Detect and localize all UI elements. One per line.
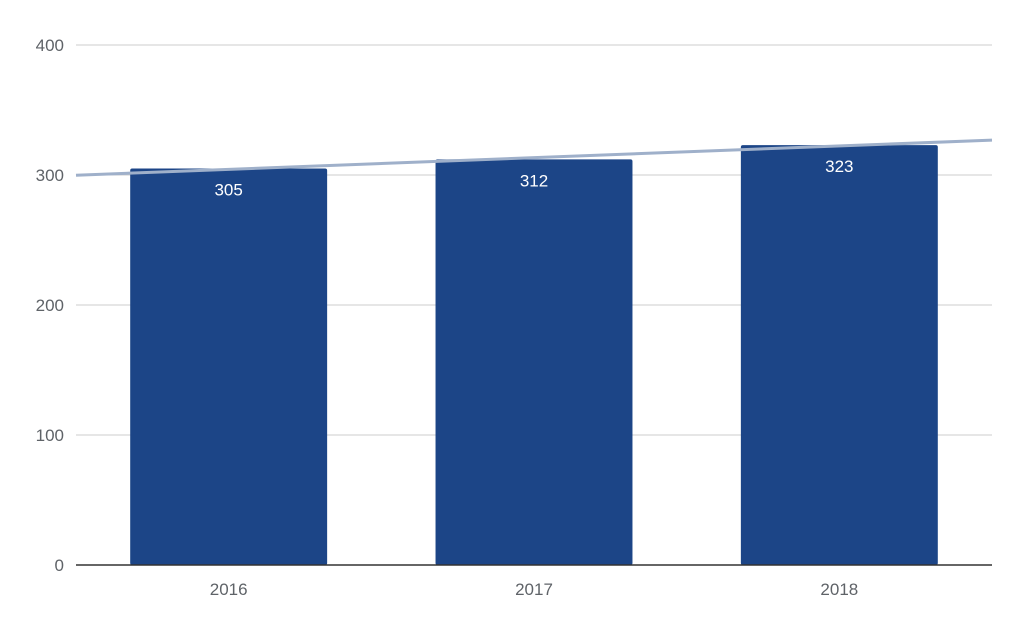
data-label-2018: 323 [825, 157, 853, 176]
bar-2017 [435, 159, 633, 565]
y-tick-label: 200 [36, 296, 64, 315]
y-tick-label: 100 [36, 426, 64, 445]
data-label-2016: 305 [214, 181, 242, 200]
trendline-group [75, 138, 993, 177]
bar-2016 [130, 168, 328, 565]
bars [130, 145, 938, 565]
bar-2018 [740, 145, 938, 565]
y-tick-label: 400 [36, 36, 64, 55]
y-tick-label: 300 [36, 166, 64, 185]
x-tick-label: 2017 [515, 580, 553, 599]
trendline [75, 138, 993, 177]
y-tick-label: 0 [55, 556, 64, 575]
data-labels: 305 312 323 [214, 157, 853, 199]
data-label-2017: 312 [520, 171, 548, 190]
y-axis-tick-labels: 0 100 200 300 400 [36, 36, 64, 575]
x-axis-tick-labels: 2016 2017 2018 [210, 580, 858, 599]
x-tick-label: 2016 [210, 580, 248, 599]
x-tick-label: 2018 [820, 580, 858, 599]
